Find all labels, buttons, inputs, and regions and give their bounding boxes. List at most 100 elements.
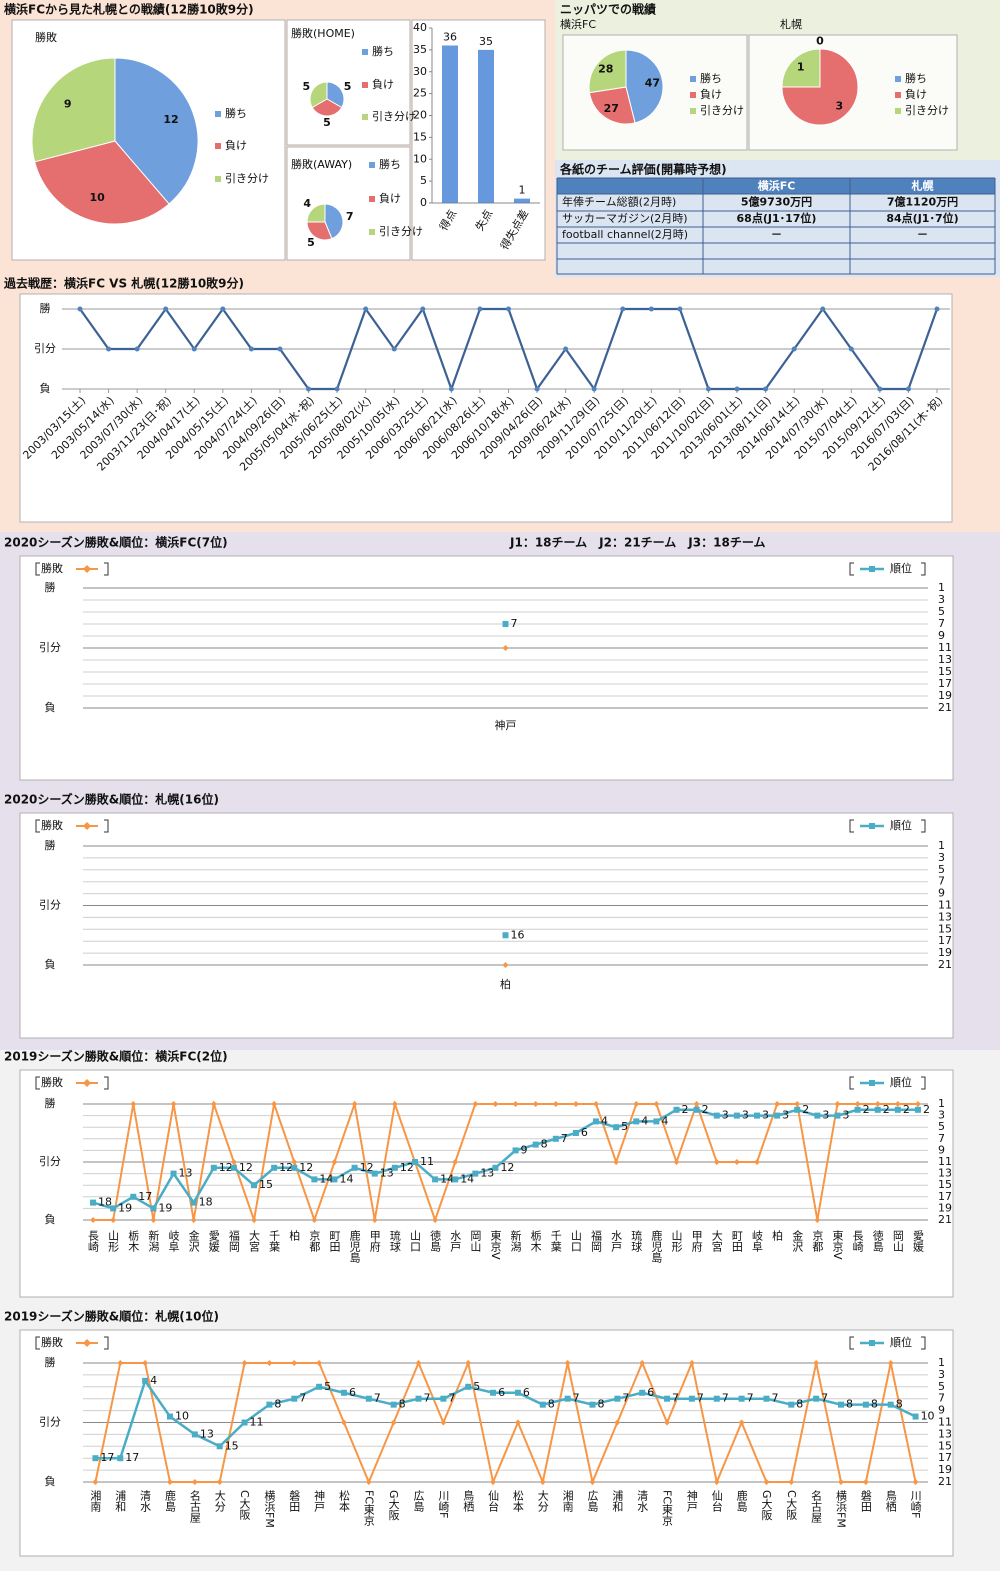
rank-marker xyxy=(794,1106,801,1113)
x-tick-label: G大阪 xyxy=(760,1490,773,1521)
pie-slice xyxy=(324,203,344,240)
x-tick-label: 広島 xyxy=(412,1490,425,1513)
legend-swatch xyxy=(362,49,368,55)
rank-label: 2 xyxy=(802,1103,809,1116)
pie-title: 勝敗(AWAY) xyxy=(291,157,352,171)
rank-marker xyxy=(862,1401,869,1408)
table-header: 札幌 xyxy=(911,179,934,193)
x-tick-label: 福岡 xyxy=(590,1229,603,1253)
legend-marker xyxy=(83,565,91,573)
legend-bracket xyxy=(104,1336,109,1350)
rank-label: 3 xyxy=(722,1109,729,1122)
y2-tick-label: 21 xyxy=(938,1213,952,1226)
result-marker xyxy=(813,1360,820,1366)
rank-marker xyxy=(415,1395,422,1402)
result-marker xyxy=(248,346,254,352)
result-marker xyxy=(291,1159,298,1165)
y2-tick-label: 15 xyxy=(938,1178,952,1191)
pie-value-label: 3 xyxy=(836,99,844,112)
result-marker xyxy=(905,386,911,392)
result-marker xyxy=(912,1479,919,1485)
rank-label: 10 xyxy=(921,1410,935,1423)
rank-label: 14 xyxy=(319,1172,333,1185)
rank-marker xyxy=(593,1118,600,1125)
legend-swatch xyxy=(369,196,375,202)
rank-label: 4 xyxy=(601,1114,608,1127)
y-tick-label: 勝 xyxy=(45,580,56,594)
rank-marker xyxy=(452,1176,459,1183)
result-marker xyxy=(106,346,112,352)
section-heading: 横浜FCから見た札幌との戦績(12勝10敗9分) xyxy=(4,2,254,17)
y-tick-label: 勝 xyxy=(40,301,51,315)
rank-marker xyxy=(532,1141,539,1148)
series-line xyxy=(92,1108,918,1211)
rank-marker xyxy=(838,1401,845,1408)
result-marker xyxy=(420,306,426,312)
x-tick-label: 鳥栖 xyxy=(884,1489,897,1513)
rank-marker xyxy=(490,1389,497,1396)
x-tick-label: 琉球 xyxy=(388,1229,401,1252)
rank-label: 5 xyxy=(621,1120,628,1133)
rank-label: 7 xyxy=(424,1392,431,1405)
result-marker xyxy=(820,306,826,312)
chart-title: 2020シーズン勝敗&順位：横浜FC(7位) xyxy=(4,535,228,550)
legend-label: 負け xyxy=(700,88,722,101)
x-tick-label: 東京V xyxy=(489,1230,502,1260)
result-marker xyxy=(391,346,397,352)
pie-value-label: 4 xyxy=(303,197,311,210)
rank-marker xyxy=(166,1413,173,1420)
result-marker xyxy=(334,386,340,392)
rank-label: 3 xyxy=(762,1109,769,1122)
rank-label: 7 xyxy=(697,1392,704,1405)
x-tick-label: 横浜FM xyxy=(835,1489,848,1528)
legend-swatch xyxy=(895,92,901,98)
result-marker xyxy=(316,1360,323,1366)
legend-label: 引き分け xyxy=(225,171,269,185)
result-marker xyxy=(311,1217,318,1223)
result-marker xyxy=(791,346,797,352)
panel xyxy=(286,146,411,261)
pie-slice xyxy=(781,48,859,126)
result-marker xyxy=(190,1217,197,1223)
pie-slice xyxy=(588,49,627,94)
panel xyxy=(286,19,411,146)
y2-tick-label: 19 xyxy=(938,946,952,959)
pie-value-label: 5 xyxy=(344,80,352,93)
rank-label: 3 xyxy=(742,1109,749,1122)
x-tick-label: 柏 xyxy=(288,1229,301,1241)
rank-marker xyxy=(390,1401,397,1408)
result-marker xyxy=(693,1101,700,1107)
x-tick-label: 金沢 xyxy=(791,1229,804,1253)
legend-bracket xyxy=(35,819,40,833)
rank-label: 18 xyxy=(199,1196,213,1209)
rank-marker xyxy=(713,1395,720,1402)
x-tick-label: G大阪 xyxy=(387,1490,400,1521)
rank-marker xyxy=(311,1176,318,1183)
chart-title: 2019シーズン勝敗&順位：横浜FC(2位) xyxy=(4,1049,228,1064)
rank-label: 12 xyxy=(360,1161,374,1174)
y2-tick-label: 1 xyxy=(938,1356,945,1369)
rank-label: 16 xyxy=(511,928,525,941)
table-header-bg xyxy=(557,178,995,194)
rank-label: 7 xyxy=(747,1392,754,1405)
pie-value-label: 0 xyxy=(816,34,824,47)
rank-marker xyxy=(472,1170,479,1177)
rank-marker xyxy=(854,1106,861,1113)
rank-marker xyxy=(351,1164,358,1171)
rank-label: 13 xyxy=(480,1167,494,1180)
result-marker xyxy=(763,386,769,392)
result-marker xyxy=(614,1419,621,1426)
rank-marker xyxy=(894,1106,901,1113)
x-tick-label: 京都 xyxy=(811,1229,824,1252)
rank-marker xyxy=(834,1112,841,1119)
legend-label: 勝ち xyxy=(379,157,401,171)
result-marker xyxy=(191,346,197,352)
rank-marker xyxy=(814,1112,821,1119)
rank-marker xyxy=(371,1170,378,1177)
pie-slice xyxy=(588,86,636,125)
y-tick-label: 引分 xyxy=(39,640,61,654)
rank-marker xyxy=(733,1112,740,1119)
y2-tick-label: 19 xyxy=(938,1201,952,1214)
rank-marker xyxy=(266,1401,273,1408)
